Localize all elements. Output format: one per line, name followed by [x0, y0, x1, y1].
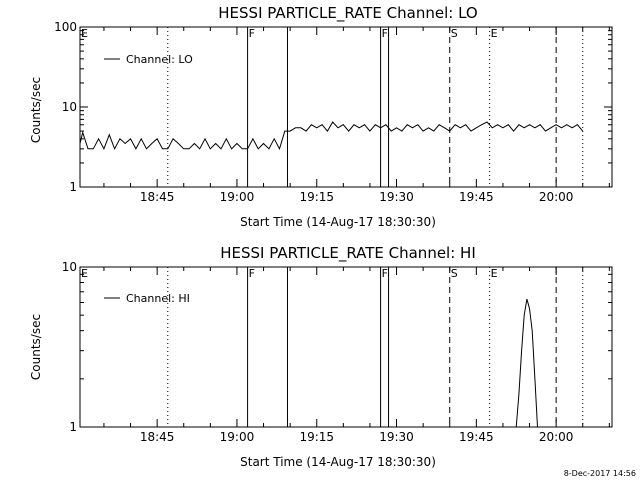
y-tick-label: 100: [54, 20, 77, 34]
legend-label: Channel: HI: [126, 292, 190, 305]
time-marker-label: S: [451, 267, 458, 280]
x-axis: 18:45 19:00 19:15 19:30 19:45 20:00: [103, 27, 610, 204]
time-marker-label: E: [81, 27, 88, 40]
y-axis: 1 10 100: [54, 20, 612, 194]
chart-title: HESSI PARTICLE_RATE Channel: LO: [218, 4, 477, 23]
footer-timestamp: 8-Dec-2017 14:56: [564, 469, 636, 478]
y-tick-label: 10: [62, 100, 77, 114]
y-tick-label: 1: [69, 420, 77, 434]
y-axis-label: Counts/sec: [29, 314, 43, 380]
x-tick-label: 19:30: [379, 190, 414, 204]
series-group: [79, 121, 584, 151]
x-axis-label: Start Time (14-Aug-17 18:30:30): [240, 215, 436, 229]
y-tick-label: 1: [69, 180, 77, 194]
x-tick-label: 18:45: [140, 190, 175, 204]
x-tick-label: 19:00: [220, 430, 255, 444]
time-marker-label: E: [491, 267, 498, 280]
time-marker-label: F: [249, 267, 255, 280]
plot-frame: [79, 266, 613, 428]
x-tick-label: 19:30: [379, 430, 414, 444]
legend: Channel: HI: [104, 292, 190, 305]
x-tick-label: 20:00: [539, 190, 574, 204]
x-tick-label: 19:45: [459, 430, 494, 444]
series-line: [79, 121, 584, 151]
y-axis-label: Counts/sec: [29, 77, 43, 143]
time-marker-label: F: [382, 267, 388, 280]
x-tick-label: 19:00: [220, 190, 255, 204]
legend: Channel: LO: [104, 53, 193, 66]
time-marker-label: F: [382, 27, 388, 40]
x-tick-label: 19:45: [459, 190, 494, 204]
y-tick-label: 10: [62, 260, 77, 274]
y-axis: 1 10: [62, 260, 612, 434]
x-axis: 18:45 19:00 19:15 19:30 19:45 20:00: [103, 267, 610, 444]
x-tick-label: 19:15: [299, 430, 334, 444]
series-group: [515, 298, 538, 428]
time-marker-label: F: [249, 27, 255, 40]
series-line: [515, 298, 538, 428]
x-axis-label: Start Time (14-Aug-17 18:30:30): [240, 455, 436, 469]
x-tick-label: 18:45: [140, 430, 175, 444]
x-tick-label: 19:15: [299, 190, 334, 204]
legend-label: Channel: LO: [126, 53, 193, 66]
time-marker-label: E: [81, 267, 88, 280]
x-tick-label: 20:00: [539, 430, 574, 444]
time-marker-label: E: [491, 27, 498, 40]
time-marker-label: S: [451, 27, 458, 40]
chart-title: HESSI PARTICLE_RATE Channel: HI: [220, 244, 476, 263]
